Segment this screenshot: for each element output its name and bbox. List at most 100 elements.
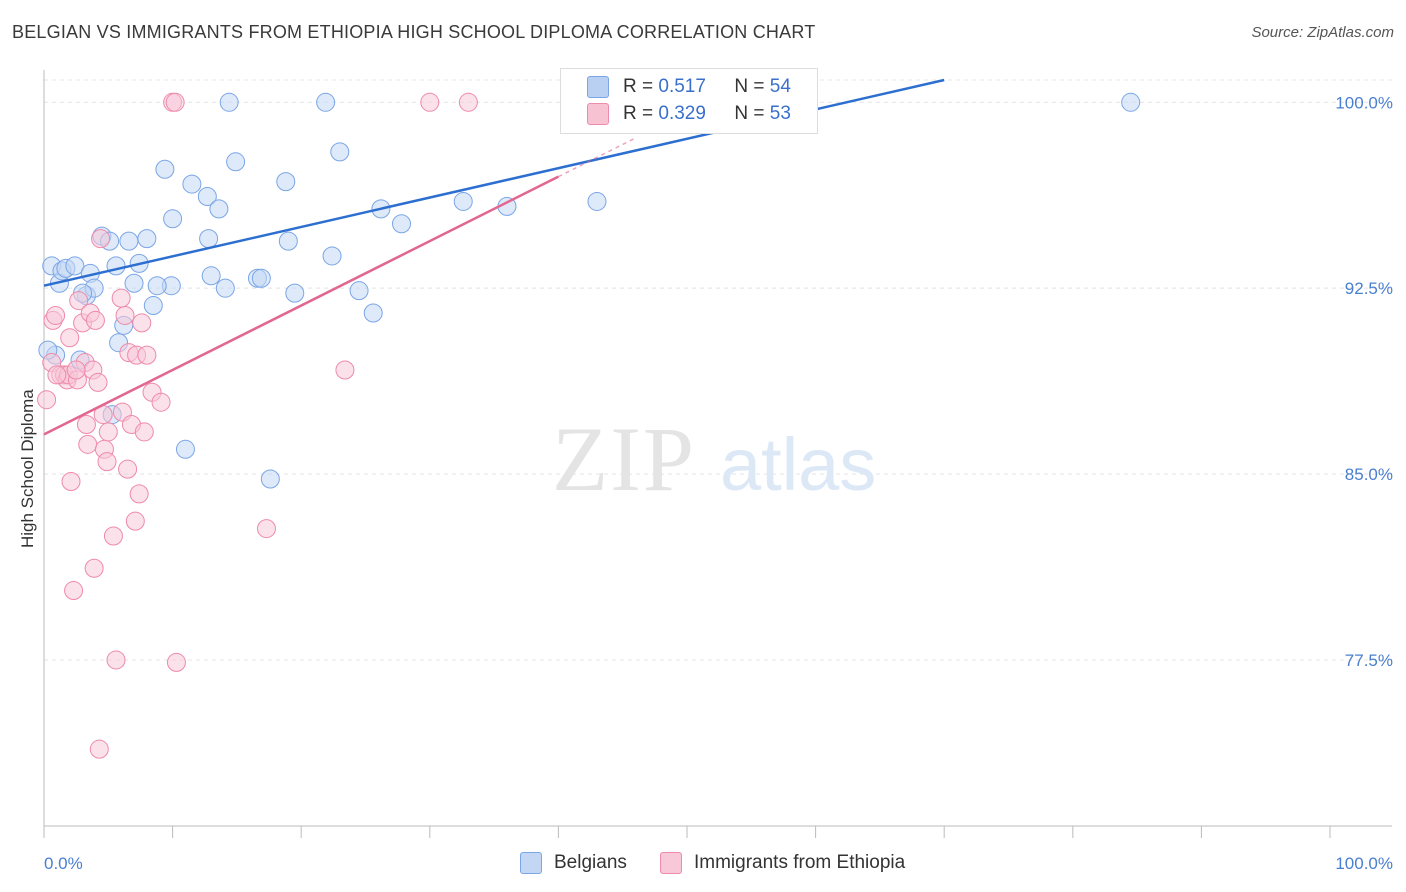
point-belgians	[65, 256, 85, 276]
chart-title: BELGIAN VS IMMIGRANTS FROM ETHIOPIA HIGH…	[12, 22, 816, 42]
point-ethiopia	[91, 229, 111, 249]
y-tick-label: 92.5%	[1345, 279, 1393, 298]
point-ethiopia	[66, 360, 86, 380]
point-ethiopia	[85, 310, 105, 330]
axes	[43, 70, 1392, 838]
bottom-legend-ethiopia: Immigrants from Ethiopia	[660, 852, 905, 874]
point-belgians	[363, 303, 383, 323]
point-belgians	[106, 256, 126, 276]
bottom-legend-swatch-ethiopia	[660, 852, 682, 874]
point-belgians	[453, 191, 473, 211]
legend-r-label: R =	[623, 103, 654, 124]
trend-line-ethiopia-extension	[558, 137, 636, 178]
legend-row-ethiopia: R = 0.329 N = 53	[587, 102, 791, 126]
point-ethiopia	[97, 452, 117, 472]
legend-n-value: 53	[769, 103, 791, 124]
point-ethiopia	[64, 581, 84, 601]
legend-r-value: 0.517	[658, 76, 706, 97]
y-tick-label: 100.0%	[1335, 93, 1393, 112]
point-ethiopia	[256, 519, 276, 539]
point-ethiopia	[458, 92, 478, 112]
watermark-zip: ZIP	[552, 408, 696, 510]
point-belgians	[251, 268, 271, 288]
gridlines	[44, 79, 1392, 661]
point-ethiopia	[89, 739, 109, 759]
source-label: Source: ZipAtlas.com	[1251, 24, 1394, 41]
point-ethiopia	[98, 422, 118, 442]
point-ethiopia	[84, 558, 104, 578]
point-ethiopia	[134, 422, 154, 442]
point-ethiopia	[37, 390, 57, 410]
legend-swatch-ethiopia	[587, 103, 609, 125]
point-belgians	[330, 142, 350, 162]
point-belgians	[182, 174, 202, 194]
point-ethiopia	[69, 291, 89, 311]
legend-row-belgians: R = 0.517 N = 54	[587, 75, 791, 99]
tick-labels: 100.0% 92.5% 85.0% 77.5% 0.0% 100.0%	[44, 93, 1393, 873]
point-belgians	[147, 276, 167, 296]
legend-r-value: 0.329	[658, 103, 706, 124]
point-belgians	[124, 273, 144, 293]
point-ethiopia	[166, 652, 186, 672]
legend-n-label: N =	[734, 103, 765, 124]
point-belgians	[276, 172, 296, 192]
point-ethiopia	[78, 434, 98, 454]
point-belgians	[260, 469, 280, 489]
bottom-legend-label-belgians: Belgians	[554, 852, 627, 873]
point-belgians	[215, 278, 235, 298]
point-belgians	[197, 186, 217, 206]
point-belgians	[201, 266, 221, 286]
point-belgians	[587, 191, 607, 211]
point-belgians	[392, 214, 412, 234]
point-ethiopia	[129, 484, 149, 504]
series-ethiopia	[37, 92, 478, 759]
point-ethiopia	[137, 345, 157, 365]
bottom-legend: Belgians Immigrants from Ethiopia	[0, 852, 1406, 876]
point-belgians	[219, 92, 239, 112]
y-tick-label: 77.5%	[1345, 651, 1393, 670]
point-belgians	[163, 209, 183, 229]
point-ethiopia	[115, 305, 135, 325]
point-ethiopia	[106, 650, 126, 670]
point-ethiopia	[132, 313, 152, 333]
point-belgians	[1121, 92, 1141, 112]
legend-r-label: R =	[623, 76, 654, 97]
point-ethiopia	[88, 372, 108, 392]
point-ethiopia	[125, 511, 145, 531]
point-belgians	[349, 281, 369, 301]
point-ethiopia	[76, 414, 96, 434]
point-ethiopia	[60, 328, 80, 348]
trend-line-ethiopia	[43, 175, 559, 436]
point-ethiopia	[47, 365, 67, 385]
point-ethiopia	[118, 459, 138, 479]
legend-n-label: N =	[734, 76, 765, 97]
bottom-legend-swatch-belgians	[520, 852, 542, 874]
point-belgians	[175, 439, 195, 459]
watermark: ZIP atlas	[552, 408, 876, 510]
point-ethiopia	[111, 288, 131, 308]
point-belgians	[155, 159, 175, 179]
point-belgians	[199, 229, 219, 249]
point-belgians	[285, 283, 305, 303]
point-belgians	[226, 152, 246, 172]
point-belgians	[322, 246, 342, 266]
point-belgians	[143, 296, 163, 316]
x-tick-label: 100.0%	[1335, 854, 1393, 873]
point-ethiopia	[335, 360, 355, 380]
legend-swatch-belgians	[587, 76, 609, 98]
legend-n-value: 54	[769, 76, 791, 97]
y-tick-label: 85.0%	[1345, 465, 1393, 484]
point-ethiopia	[61, 472, 81, 492]
bottom-legend-belgians: Belgians	[520, 852, 627, 874]
point-belgians	[119, 231, 139, 251]
point-belgians	[137, 229, 157, 249]
point-ethiopia	[46, 305, 66, 325]
point-ethiopia	[165, 92, 185, 112]
point-ethiopia	[151, 392, 171, 412]
point-belgians	[278, 231, 298, 251]
point-ethiopia	[420, 92, 440, 112]
point-belgians	[209, 199, 229, 219]
point-belgians	[316, 92, 336, 112]
watermark-atlas: atlas	[720, 423, 876, 506]
